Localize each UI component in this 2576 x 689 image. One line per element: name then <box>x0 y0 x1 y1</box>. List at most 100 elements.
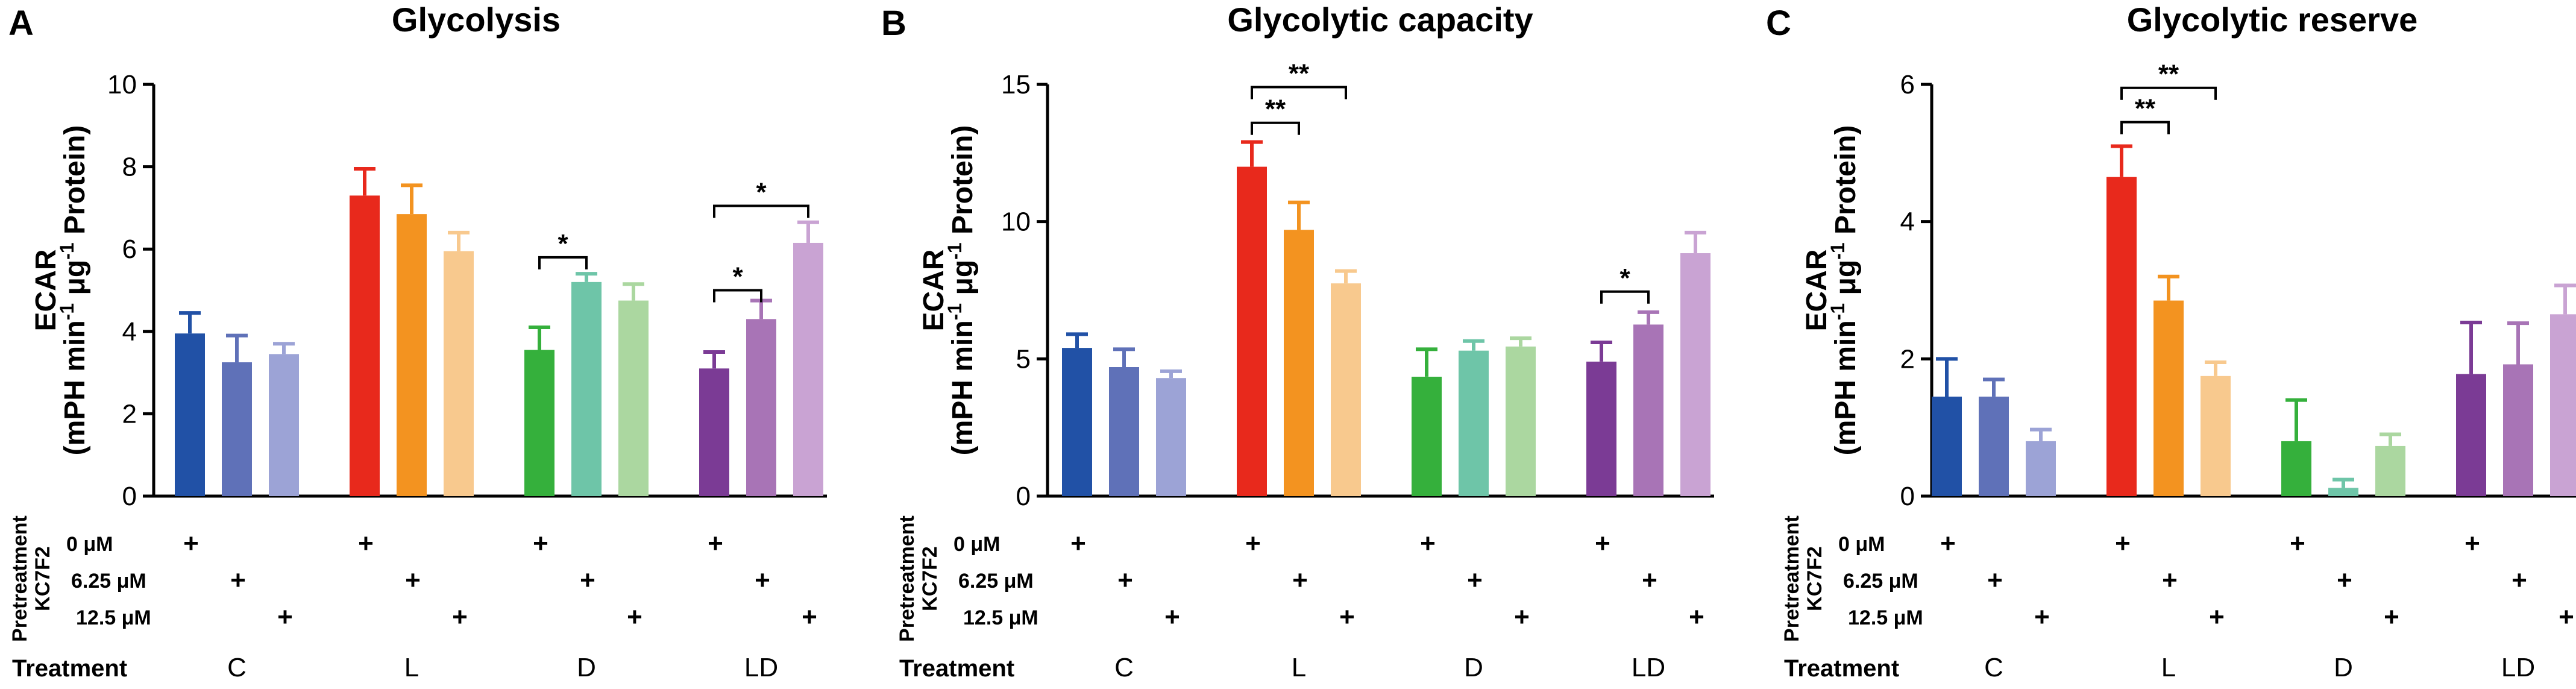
bar-ld-1 <box>2503 364 2533 496</box>
dose-marker: + <box>755 565 770 595</box>
dose-marker: + <box>1514 602 1530 632</box>
significance-label: * <box>1619 263 1630 293</box>
bar-ld-0 <box>2456 374 2486 496</box>
treatment-group-label: D <box>1464 653 1483 682</box>
significance-bracket <box>1251 86 1347 99</box>
dose-label: 12.5 μM <box>76 606 151 629</box>
y-tick-label: 0 <box>1016 482 1031 511</box>
dose-marker: + <box>1689 602 1704 632</box>
dose-marker: + <box>1164 602 1180 632</box>
treatment-label: Treatment <box>12 655 127 682</box>
dose-marker: + <box>580 565 595 595</box>
dose-marker: + <box>277 602 293 632</box>
dose-marker: + <box>1420 529 1436 558</box>
dose-marker: + <box>2162 565 2178 595</box>
y-tick-label: 10 <box>1001 207 1031 237</box>
y-axis-label: ECAR <box>1801 249 1833 331</box>
y-tick-label: 0 <box>122 482 137 511</box>
bar-l-2 <box>444 251 474 496</box>
y-tick-label: 10 <box>107 70 137 99</box>
y-axis-units: (mPH min-1 μg-1 Protein) <box>56 125 91 456</box>
bar-c-0 <box>1932 396 1962 496</box>
treatment-group-label: C <box>227 653 247 682</box>
bar-c-2 <box>269 354 299 496</box>
dose-marker: + <box>1642 565 1657 595</box>
bar-l-1 <box>1284 230 1314 496</box>
dose-label: 6.25 μM <box>1843 570 1918 593</box>
dose-label: 12.5 μM <box>963 606 1038 629</box>
treatment-group-label: D <box>577 653 596 682</box>
dose-marker: + <box>405 565 421 595</box>
significance-label: ** <box>1289 59 1310 89</box>
panel-letter: C <box>1766 4 1791 43</box>
bar-ld-0 <box>1586 361 1616 496</box>
dose-marker: + <box>1245 529 1261 558</box>
dose-marker: + <box>802 602 817 632</box>
significance-bracket <box>2120 121 2170 134</box>
bar-c-1 <box>1109 367 1139 496</box>
significance-label: ** <box>2135 94 2156 124</box>
dose-marker: + <box>1117 565 1133 595</box>
dose-marker: + <box>2115 529 2131 558</box>
bar-ld-1 <box>1633 324 1663 496</box>
significance-bracket <box>1251 121 1300 135</box>
bar-c-2 <box>1156 378 1186 496</box>
y-tick-label: 8 <box>122 153 137 182</box>
treatment-label: Treatment <box>899 655 1014 682</box>
treatment-label: Treatment <box>1784 655 1899 682</box>
treatment-group-label: L <box>1292 653 1306 682</box>
dose-marker: + <box>183 529 199 558</box>
treatment-group-label: L <box>404 653 419 682</box>
dose-label: 0 μM <box>953 533 1000 556</box>
treatment-group-label: LD <box>1632 653 1665 682</box>
dose-marker: + <box>2384 602 2399 632</box>
significance-label: * <box>756 177 767 207</box>
panel-letter: A <box>8 4 34 43</box>
dose-marker: + <box>452 602 468 632</box>
panel-letter: B <box>881 4 906 43</box>
chart-title: Glycolytic capacity <box>1227 1 1533 39</box>
dose-marker: + <box>1070 529 1086 558</box>
panel-b: B Glycolytic capacity ECAR(mPH min-1 μg-1 … <box>881 1 1714 682</box>
treatment-group-label: C <box>1114 653 1134 682</box>
bar-l-2 <box>2201 376 2231 496</box>
pretreatment-drug-label: KC7F2 <box>31 546 54 611</box>
dose-label: 6.25 μM <box>71 570 146 593</box>
bar-c-0 <box>175 333 205 496</box>
dose-marker: + <box>1467 565 1483 595</box>
dose-marker: + <box>2464 529 2480 558</box>
bar-d-2 <box>2375 445 2405 496</box>
treatment-group-label: C <box>1984 653 2003 682</box>
y-tick-label: 4 <box>1900 207 1915 237</box>
bar-d-1 <box>1459 350 1489 496</box>
dose-marker: + <box>1940 529 1956 558</box>
treatment-group-label: L <box>2161 653 2176 682</box>
bar-c-1 <box>222 362 252 496</box>
y-tick-label: 0 <box>1900 482 1915 511</box>
bar-d-0 <box>524 350 554 496</box>
dose-label: 0 μM <box>1838 533 1885 556</box>
significance-label: * <box>558 229 568 259</box>
bar-d-0 <box>2281 441 2311 496</box>
y-tick-label: 2 <box>122 399 137 429</box>
bar-d-1 <box>571 282 602 496</box>
y-tick-label: 15 <box>1001 70 1031 99</box>
pretreatment-label: Pretreatment <box>1780 515 1803 642</box>
y-tick-label: 6 <box>122 234 137 264</box>
chart-title: Glycolytic reserve <box>2127 1 2418 39</box>
dose-marker: + <box>230 565 246 595</box>
dose-marker: + <box>1339 602 1355 632</box>
dose-marker: + <box>2209 602 2225 632</box>
pretreatment-drug-label: KC7F2 <box>919 546 941 611</box>
dose-marker: + <box>2337 565 2352 595</box>
bar-c-1 <box>1979 396 2009 496</box>
pretreatment-drug-label: KC7F2 <box>1803 546 1826 611</box>
bar-d-0 <box>1412 376 1442 496</box>
y-axis-label: ECAR <box>918 249 950 331</box>
pretreatment-label: Pretreatment <box>896 515 919 642</box>
treatment-group-label: LD <box>744 653 778 682</box>
chart-title: Glycolysis <box>392 1 561 39</box>
dose-marker: + <box>358 529 374 558</box>
dose-marker: + <box>627 602 642 632</box>
significance-bracket <box>713 204 809 218</box>
